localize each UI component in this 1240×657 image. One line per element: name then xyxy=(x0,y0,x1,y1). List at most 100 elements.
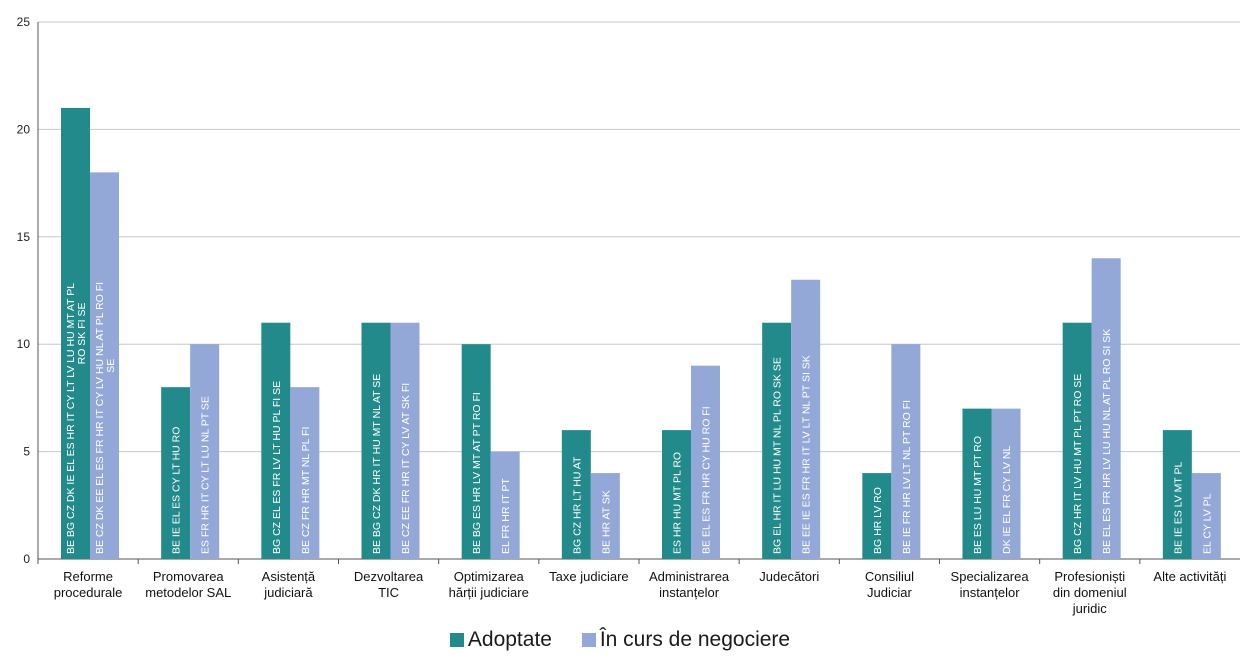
bar-label: BE EE IE ES FR HR IT LV LT NL PT SI SK xyxy=(801,355,813,554)
bar-negotiating xyxy=(1191,473,1221,559)
category-label-line: judiciară xyxy=(263,585,313,600)
category-label: Alte activități xyxy=(1153,569,1226,584)
category-label-line: Consiliul xyxy=(865,569,914,584)
bar-adopted xyxy=(161,387,191,559)
legend-item-negotiating: În curs de negociere xyxy=(581,628,791,652)
bar-label-line: EL FR HR IT PT xyxy=(500,478,512,554)
bar-label-line: BE ES LU HU MT PT RO xyxy=(972,436,984,554)
bar-label-line: BE IE FR HR LV LT NL PT RO FI xyxy=(901,400,913,554)
bar-negotiating xyxy=(991,408,1021,559)
bar-label: BE ES LU HU MT PT RO xyxy=(972,436,984,554)
category-label-line: Asistență xyxy=(262,569,316,584)
bar-label: BE CZ DK EE EL ES FR HR IT CY LV HU NL A… xyxy=(94,282,117,554)
bar-label-line: BE CZ FR HR MT NL PL FI xyxy=(300,427,312,554)
bar-label-line: ES FR HR IT CY LT LU NL PT SE xyxy=(200,396,212,554)
bar-label-line: BE HR AT SK xyxy=(600,490,612,554)
category-label-line: Administrarea xyxy=(649,569,730,584)
bar-negotiating xyxy=(1091,258,1121,559)
bar-adopted xyxy=(61,107,90,560)
category-label-line: instanțelor xyxy=(659,585,720,600)
bar-label: DK IE EL FR CY LV NL xyxy=(1001,445,1013,554)
category-label-line: Judecători xyxy=(759,569,819,584)
category-label: Administrarea instanțelor xyxy=(649,569,730,600)
bar-negotiating xyxy=(891,344,921,559)
bar-label-line: BE EL ES FR HR CY HU RO FI xyxy=(701,406,713,554)
y-tick-label: 15 xyxy=(17,230,31,244)
bar-label: BG EL HR IT LU HU MT NL PL RO SK SE xyxy=(772,357,784,554)
bar-label: ES FR HR IT CY LT LU NL PT SE xyxy=(200,396,212,554)
bar-label-line: BE IE ES LV MT PL xyxy=(1172,461,1184,554)
category-label-line: din domeniul xyxy=(1053,585,1127,600)
bar-negotiating xyxy=(691,365,720,559)
bar-label-line: BG CZ HR IT LV HU MT PL PT RO SE xyxy=(1072,374,1084,554)
category-label: Reforme procedurale xyxy=(54,569,123,600)
bar-label: BG CZ EL ES FR LV LT HU PL FI SE xyxy=(271,381,283,554)
category-label-line: metodelor SAL xyxy=(145,585,231,600)
bar-label-line: SE xyxy=(105,359,117,373)
bar-adopted xyxy=(361,322,391,559)
category-label-line: Profesioniști xyxy=(1054,569,1125,584)
bar-label-line: BG CZ HR LT HU AT xyxy=(571,456,583,554)
legend-swatch-adopted xyxy=(449,633,464,647)
bar-label-line: BG HR LV RO xyxy=(872,487,884,554)
bar-label-line: EL CY LV PL xyxy=(1201,493,1213,554)
bar-label: BE IE FR HR LV LT NL PT RO FI xyxy=(901,400,913,554)
category-label-line: instanțelor xyxy=(960,585,1021,600)
category-label: Profesioniști din domeniul juridic xyxy=(1053,569,1127,616)
y-tick-label: 10 xyxy=(17,337,31,351)
bar-adopted xyxy=(862,473,892,559)
bar-label: BE IE ES LV MT PL xyxy=(1172,461,1184,554)
bar-label-line: BE BG CZ DK IE EL ES HR IT CY LT LV LU H… xyxy=(65,283,77,554)
bar-label: BE CZ EE FR HR IT CY LV AT SK FI xyxy=(400,383,412,554)
bar-negotiating xyxy=(490,451,520,559)
category-label-line: Promovarea xyxy=(153,569,225,584)
bar-adopted xyxy=(762,322,792,559)
y-tick-label: 5 xyxy=(23,445,30,459)
category-label: Taxe judiciare xyxy=(549,569,629,584)
legend: Adoptate În curs de negociere xyxy=(0,628,1240,653)
bar-label-line: BE BG CZ DK HR IT HU MT NL AT SE xyxy=(371,374,383,554)
bar-negotiating xyxy=(791,279,821,559)
bar-adopted xyxy=(662,430,691,559)
bar-label-line: ES HR HU MT PL RO xyxy=(672,452,684,554)
category-label: Promovarea metodelor SAL xyxy=(145,569,231,600)
category-label-line: Specializarea xyxy=(951,569,1030,584)
category-label: Specializarea instanțelor xyxy=(951,569,1030,600)
bar-label: BG CZ HR LT HU AT xyxy=(571,456,583,554)
bar-label: BE EL ES FR HR CY HU RO FI xyxy=(701,406,713,554)
bar-adopted xyxy=(561,430,591,559)
category-label-line: Reforme xyxy=(63,569,113,584)
category-label: Asistență judiciară xyxy=(262,569,316,600)
bar-label-line: BE EE IE ES FR HR IT LV LT NL PT SI SK xyxy=(801,355,813,554)
bar-label-line: RO SK FI SE xyxy=(76,303,88,365)
bar-label-line: BE BG ES HR LV MT AT PT RO FI xyxy=(471,392,483,554)
category-label-line: hărții judiciare xyxy=(449,585,529,600)
bar-label-line: BE CZ DK EE EL ES FR HR IT CY LV HU NL A… xyxy=(94,282,106,554)
bar-label: BG HR LV RO xyxy=(872,487,884,554)
bar-adopted xyxy=(962,408,992,559)
category-label: Consiliul Judiciar xyxy=(865,569,914,600)
bar-chart: 0 5 10 15 20 25 BE BG CZ DK IE EL ES HR IT CY … xyxy=(17,15,1240,616)
bar-label-line: BG EL HR IT LU HU MT NL PL RO SK SE xyxy=(772,357,784,554)
bar-negotiating xyxy=(90,172,119,560)
y-tick-label: 0 xyxy=(23,552,30,566)
bar-adopted xyxy=(1062,322,1092,559)
bar-negotiating xyxy=(590,473,620,559)
bar-label: BE BG ES HR LV MT AT PT RO FI xyxy=(471,392,483,554)
bar-label: BE HR AT SK xyxy=(600,490,612,554)
bar-label-line: BG CZ EL ES FR LV LT HU PL FI SE xyxy=(271,381,283,554)
category-label: Judecători xyxy=(759,569,819,584)
y-tick-label: 25 xyxy=(17,15,31,29)
legend-label-negotiating: În curs de negociere xyxy=(599,628,791,651)
category-label-line: juridic xyxy=(1072,601,1107,616)
bar-label: BE IE EL ES CY LT HU RO xyxy=(171,427,183,554)
category-label-line: Optimizarea xyxy=(454,569,525,584)
bar-negotiating xyxy=(290,387,320,559)
bar-label-line: BE IE EL ES CY LT HU RO xyxy=(171,427,183,554)
bar-label: BE BG CZ DK HR IT HU MT NL AT SE xyxy=(371,374,383,554)
category-label-line: Taxe judiciare xyxy=(549,569,629,584)
bar-label: BE BG CZ DK IE EL ES HR IT CY LT LV LU H… xyxy=(65,283,88,554)
bar-adopted xyxy=(261,322,291,559)
bar-label: EL FR HR IT PT xyxy=(500,478,512,554)
category-label-line: Alte activități xyxy=(1153,569,1226,584)
